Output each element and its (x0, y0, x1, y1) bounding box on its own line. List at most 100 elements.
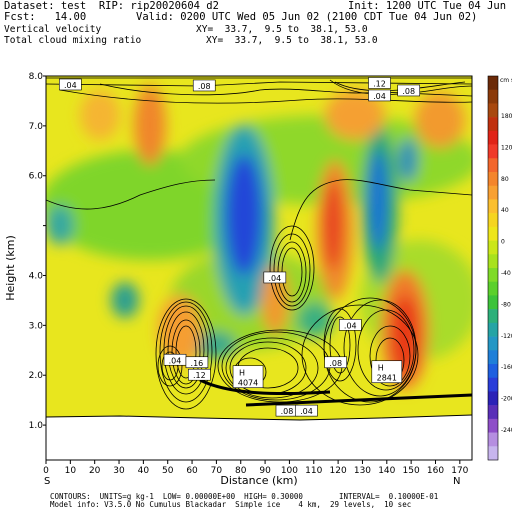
x-tick-label: 110 (305, 466, 322, 476)
contour-label: .12 (193, 371, 206, 380)
colorbar-swatch (488, 226, 498, 241)
contour-label: .12 (373, 79, 386, 88)
colorbar: cm s-1 180 120 80 40 0 -40 -80 -120 -160 -200 -240 (487, 75, 512, 461)
contour-label: .04 (344, 321, 357, 330)
colorbar-swatch (488, 117, 498, 132)
colorbar-swatch (488, 418, 498, 433)
x-tick-label: 0 (43, 466, 49, 476)
contour-label-box (324, 356, 347, 369)
colorbar-swatch (488, 89, 498, 104)
colorbar-label: -240 (501, 427, 512, 434)
contour-label: .04 (268, 274, 281, 283)
x-tick-label: 160 (427, 466, 444, 476)
colorbar-swatch (488, 405, 498, 420)
x-tick-label: 150 (403, 466, 420, 476)
colorbar-swatch (488, 172, 498, 187)
plot-frame (45, 75, 473, 461)
x-tick-label: 170 (451, 466, 468, 476)
x-tick-label: 80 (235, 466, 247, 476)
colorbar-swatch (488, 391, 498, 406)
y-tick-label: 7.0 (29, 122, 44, 132)
contour-label-box (185, 356, 209, 369)
colorbar-label: -200 (501, 396, 512, 403)
contour-label: .04 (64, 81, 77, 90)
colorbar-label: 80 (501, 176, 509, 183)
contour-label: .16 (191, 359, 204, 368)
contour-label: .08 (198, 82, 211, 91)
colorbar-label: -80 (501, 301, 511, 308)
contour-label-box (368, 77, 391, 89)
vertical-velocity-field (46, 76, 472, 460)
x-tick-label: 30 (113, 466, 125, 476)
colorbar-swatch (488, 103, 498, 118)
colorbar-swatch (488, 446, 498, 461)
y-tick-label: 2.0 (29, 371, 44, 381)
contour-label: .08 (281, 407, 294, 416)
contour-label-box (192, 79, 216, 92)
colorbar-swatch (488, 185, 498, 200)
extremum-value: 2841 (377, 374, 397, 383)
colorbar-swatch (488, 377, 498, 392)
x-tick-label: 100 (281, 466, 298, 476)
x-tick-label: 40 (138, 466, 150, 476)
colorbar-label: 0 (501, 239, 505, 246)
colorbar-label: -40 (501, 270, 511, 277)
field1-xy: XY= 33.7, 9.5 to 38.1, 53.0 (196, 24, 368, 35)
colorbar-swatch (488, 336, 498, 351)
colorbar-label: -120 (501, 333, 512, 340)
extremum-box (371, 360, 403, 384)
colorbar-swatch (488, 350, 498, 365)
x-axis-title: Distance (km) (220, 474, 297, 487)
extremum-mark: H (239, 369, 245, 378)
y-tick-label: 6.0 (29, 172, 44, 182)
colorbar-label: 40 (501, 207, 509, 214)
init-time-label: Init: 1200 UTC Tue 04 Jun 02 (348, 0, 512, 12)
x-tick-label: 120 (330, 466, 347, 476)
extremum-mark: H (378, 364, 384, 373)
y-tick-label: 3.0 (29, 321, 44, 331)
x-tick-label: 10 (65, 466, 77, 476)
colorbar-swatch (488, 144, 498, 159)
x-tick-label: 90 (259, 466, 271, 476)
colorbar-label: 120 (501, 144, 512, 151)
valid-time-label: Valid: 0200 UTC Wed 05 Jun 02 (2100 CDT … (136, 11, 478, 23)
endpoint-north: N (453, 476, 460, 487)
contour-label: .04 (169, 356, 182, 365)
y-axis-title: Height (km) (4, 235, 17, 301)
contour-label: .08 (329, 359, 342, 368)
field1-name: Vertical velocity (4, 24, 102, 35)
x-tick-label: 50 (162, 466, 174, 476)
contour-label-box (188, 368, 211, 381)
y-axis: 1.0 2.0 3.0 4.0 6.0 7.0 8.0 (29, 72, 46, 431)
forecast-hour-label: Fcst: 14.00 (4, 11, 87, 23)
colorbar-swatch (488, 130, 498, 145)
x-tick-label: 70 (211, 466, 223, 476)
contour-label: .04 (373, 92, 386, 101)
y-tick-label: 8.0 (29, 72, 44, 82)
colorbar-swatch (488, 158, 498, 173)
endpoint-south: S (44, 476, 50, 487)
field2-xy: XY= 33.7, 9.5 to 38.1, 53.0 (206, 35, 378, 46)
colorbar-swatch (488, 240, 498, 255)
colorbar-swatch (488, 295, 498, 310)
colorbar-frame (487, 75, 499, 461)
contour-label-box (263, 271, 287, 284)
extremum-box (232, 365, 264, 389)
colorbar-units: cm s-1 (500, 77, 512, 84)
x-axis: 0 10 20 30 40 50 60 70 80 90 100 110 120 130 140 150 160… (43, 460, 469, 476)
contour-label: .08 (402, 87, 415, 96)
contour-label-box (397, 84, 421, 97)
colorbar-swatch (488, 309, 498, 324)
y-tick-label: 1.0 (29, 421, 44, 431)
contour-label: .04 (300, 407, 313, 416)
colorbar-swatch (488, 76, 498, 91)
contour-label-box (368, 89, 391, 102)
contour-label-box (295, 404, 318, 417)
x-tick-label: 20 (89, 466, 101, 476)
colorbar-swatch (488, 364, 498, 379)
x-tick-label: 130 (354, 466, 371, 476)
dataset-label: Dataset: test RIP: rip20020604 d2 (4, 0, 219, 12)
y-tick-label: 4.0 (29, 271, 44, 281)
x-tick-label: 60 (186, 466, 198, 476)
